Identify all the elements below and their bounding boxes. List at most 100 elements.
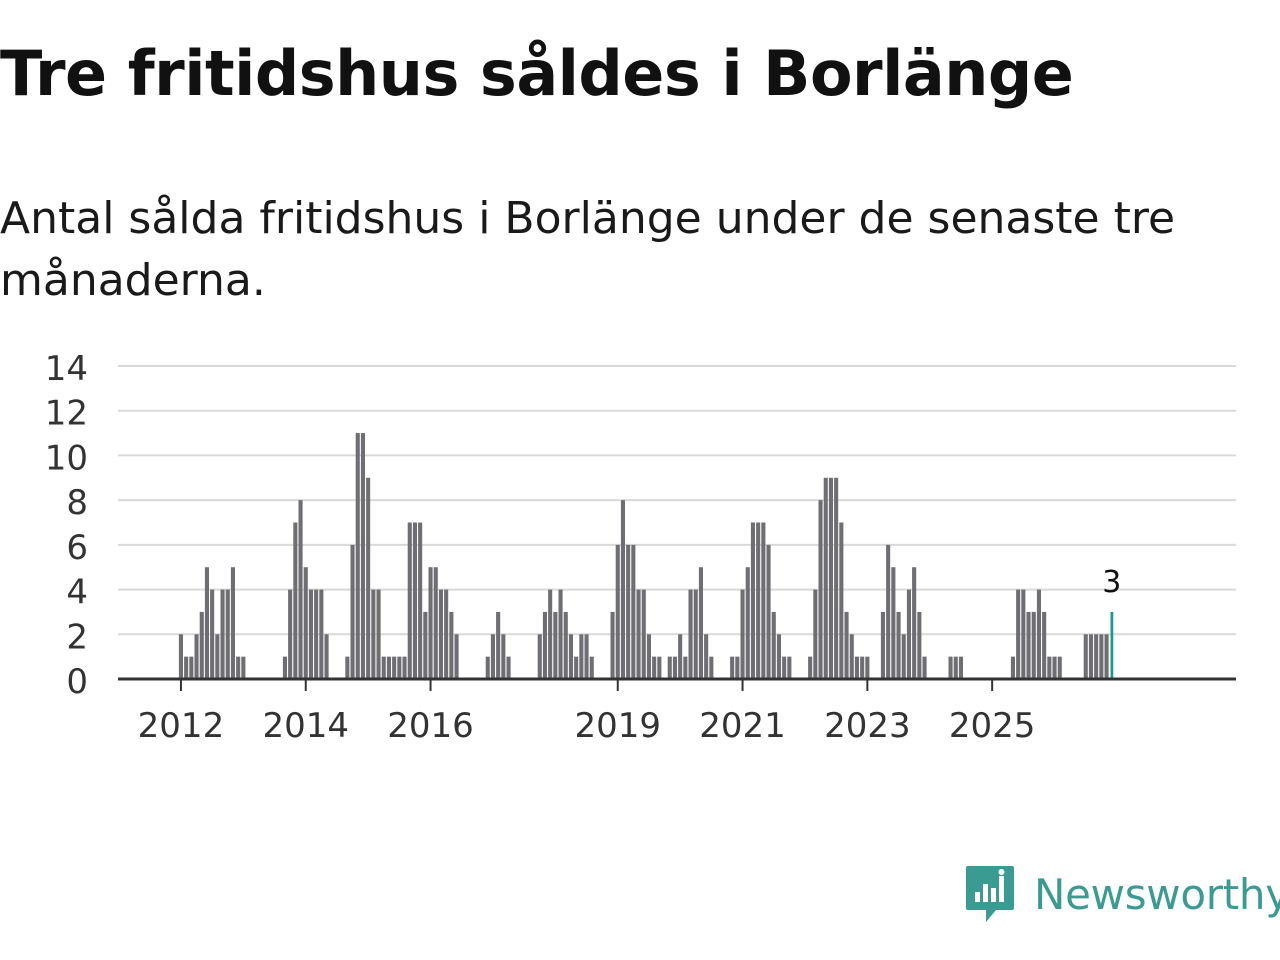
bar bbox=[178, 634, 183, 679]
bar bbox=[220, 589, 225, 679]
bar bbox=[906, 589, 911, 679]
bar bbox=[1026, 611, 1031, 679]
y-tick-label: 6 bbox=[66, 528, 88, 568]
bar bbox=[407, 522, 412, 679]
bar bbox=[776, 634, 781, 679]
bar bbox=[308, 589, 313, 679]
bar bbox=[823, 477, 828, 679]
x-tick-label: 2014 bbox=[262, 706, 349, 746]
bar bbox=[199, 611, 204, 679]
bar bbox=[282, 656, 287, 679]
bar bbox=[376, 589, 381, 679]
bar bbox=[371, 589, 376, 679]
y-tick-label: 2 bbox=[66, 617, 88, 657]
bar bbox=[444, 589, 449, 679]
bar bbox=[293, 522, 298, 679]
brand-name: Newsworthy bbox=[1034, 869, 1280, 919]
brand-logo: Newsworthy bbox=[964, 864, 1280, 924]
bar bbox=[782, 656, 787, 679]
bar bbox=[730, 656, 735, 679]
bar bbox=[787, 656, 792, 679]
bar bbox=[828, 477, 833, 679]
bar bbox=[688, 589, 693, 679]
bar bbox=[184, 656, 189, 679]
bar bbox=[1031, 611, 1036, 679]
bar bbox=[953, 656, 958, 679]
bar bbox=[610, 611, 615, 679]
bar bbox=[548, 589, 553, 679]
bar bbox=[636, 589, 641, 679]
bar bbox=[1083, 634, 1088, 679]
bar bbox=[1088, 634, 1093, 679]
bar bbox=[641, 589, 646, 679]
bar bbox=[1052, 656, 1057, 679]
bar bbox=[298, 500, 303, 679]
bar bbox=[745, 567, 750, 679]
bar bbox=[350, 544, 355, 679]
bar bbox=[574, 656, 579, 679]
bar bbox=[1047, 656, 1052, 679]
x-tick-label: 2023 bbox=[824, 706, 911, 746]
bar bbox=[579, 634, 584, 679]
bar bbox=[750, 522, 755, 679]
bar bbox=[839, 522, 844, 679]
bar bbox=[678, 634, 683, 679]
bar bbox=[880, 611, 885, 679]
bar bbox=[438, 589, 443, 679]
bar bbox=[449, 611, 454, 679]
bar bbox=[865, 656, 870, 679]
x-tick-label: 2016 bbox=[387, 706, 474, 746]
bar bbox=[319, 589, 324, 679]
bar bbox=[818, 500, 823, 679]
bar bbox=[215, 634, 220, 679]
bar bbox=[553, 611, 558, 679]
bar bbox=[418, 522, 423, 679]
bar bbox=[766, 544, 771, 679]
bar bbox=[225, 589, 230, 679]
y-tick-label: 10 bbox=[45, 438, 88, 478]
bar bbox=[433, 567, 438, 679]
bar bbox=[485, 656, 490, 679]
bar bbox=[360, 433, 365, 679]
bar bbox=[324, 634, 329, 679]
bar bbox=[558, 589, 563, 679]
bar bbox=[506, 656, 511, 679]
bar bbox=[236, 656, 241, 679]
y-tick-label: 8 bbox=[66, 483, 88, 523]
x-tick-label: 2019 bbox=[574, 706, 661, 746]
bar bbox=[392, 656, 397, 679]
bar bbox=[542, 611, 547, 679]
bar bbox=[808, 656, 813, 679]
bar bbox=[496, 611, 501, 679]
bar bbox=[428, 567, 433, 679]
bar bbox=[1094, 634, 1099, 679]
bar bbox=[709, 656, 714, 679]
bar bbox=[397, 656, 402, 679]
bar bbox=[423, 611, 428, 679]
bar bbox=[314, 589, 319, 679]
bar bbox=[189, 656, 194, 679]
bar bbox=[735, 656, 740, 679]
bar bbox=[896, 611, 901, 679]
bar bbox=[620, 500, 625, 679]
bar bbox=[615, 544, 620, 679]
bar bbox=[241, 656, 246, 679]
bar bbox=[345, 656, 350, 679]
bar bbox=[646, 634, 651, 679]
bar bbox=[1104, 634, 1109, 679]
bar bbox=[568, 634, 573, 679]
bar bbox=[917, 611, 922, 679]
bar bbox=[958, 656, 963, 679]
bar bbox=[891, 567, 896, 679]
x-tick-label: 2012 bbox=[138, 706, 225, 746]
bar bbox=[854, 656, 859, 679]
bar bbox=[355, 433, 360, 679]
bar bbox=[1021, 589, 1026, 679]
bar bbox=[194, 634, 199, 679]
bar bbox=[698, 567, 703, 679]
bar bbox=[844, 611, 849, 679]
highlight-bar bbox=[1110, 611, 1114, 679]
bar bbox=[490, 634, 495, 679]
bar bbox=[537, 634, 542, 679]
